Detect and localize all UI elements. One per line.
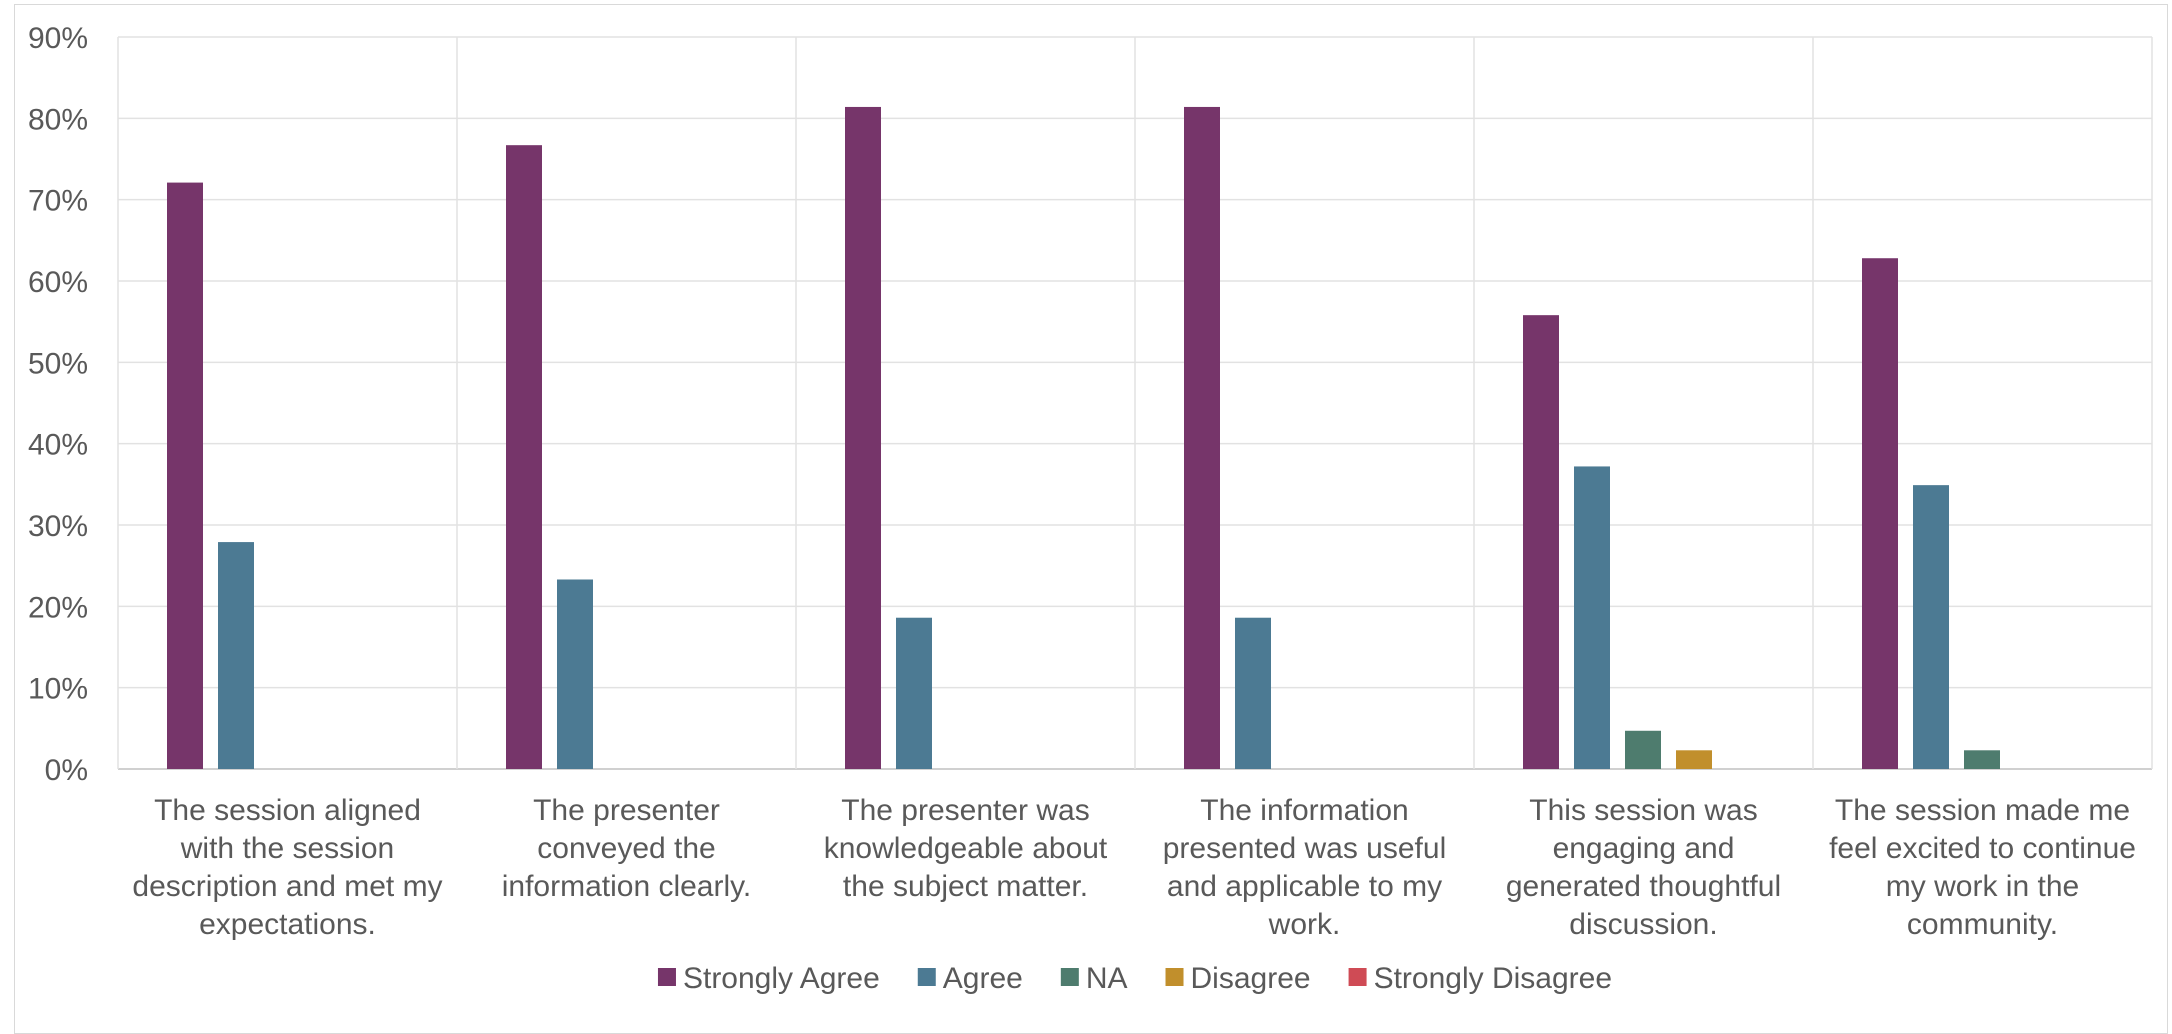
category-label: The session aligned with the session descr… bbox=[132, 794, 442, 941]
legend-swatch bbox=[1165, 968, 1184, 986]
legend-label: NA bbox=[1086, 962, 1128, 995]
bar-agree bbox=[1913, 485, 1949, 769]
y-tick-label: 70% bbox=[28, 185, 88, 218]
legend-label: Disagree bbox=[1191, 962, 1311, 995]
y-tick-label: 20% bbox=[28, 591, 88, 624]
legend: Strongly Agree Agree NA Disagree Strongly Di… bbox=[657, 962, 1612, 995]
legend-swatch bbox=[1060, 968, 1079, 986]
category-label-line: feel excited to continue bbox=[1829, 832, 2136, 865]
chart-frame bbox=[14, 4, 2168, 1034]
category-label-line: information clearly. bbox=[502, 870, 752, 903]
bar-disagree bbox=[1676, 750, 1712, 769]
category-label-line: the subject matter. bbox=[843, 870, 1088, 903]
y-tick-label: 10% bbox=[28, 673, 88, 706]
category-label-line: conveyed the bbox=[537, 832, 715, 865]
category-label-line: work. bbox=[1268, 908, 1341, 941]
category-label-line: discussion. bbox=[1569, 908, 1717, 941]
bar-agree bbox=[1574, 466, 1610, 769]
category-label-line: with the session bbox=[180, 832, 394, 865]
category-label-line: expectations. bbox=[199, 908, 376, 941]
legend-label: Strongly Disagree bbox=[1374, 962, 1612, 995]
y-tick-label: 60% bbox=[28, 266, 88, 299]
category-label-line: my work in the bbox=[1886, 870, 2079, 903]
bar-strongly-agree bbox=[1523, 315, 1559, 769]
legend-label: Strongly Agree bbox=[683, 962, 880, 995]
category-label-line: community. bbox=[1907, 908, 2058, 941]
bar-strongly-agree bbox=[1184, 106, 1220, 770]
category-label-line: The session aligned bbox=[154, 794, 421, 827]
bar-na bbox=[1625, 730, 1661, 769]
category-label: The session made me feel excited to conti… bbox=[1829, 794, 2136, 941]
gridlines bbox=[117, 36, 2153, 770]
category-label-line: knowledgeable about bbox=[824, 832, 1108, 865]
category-label-line: The information bbox=[1200, 794, 1408, 827]
bar-agree bbox=[218, 542, 254, 769]
category-label-line: The session made me bbox=[1835, 794, 2130, 827]
y-tick-label: 50% bbox=[28, 347, 88, 380]
bar-agree bbox=[1235, 617, 1271, 769]
legend-swatch bbox=[657, 968, 676, 986]
category-label: This session was engaging and generated th… bbox=[1506, 794, 1781, 941]
legend-swatch bbox=[1348, 968, 1367, 986]
legend-label: Agree bbox=[943, 962, 1023, 995]
category-label-line: presented was useful bbox=[1163, 832, 1447, 865]
y-tick-label: 40% bbox=[28, 429, 88, 462]
bar-strongly-agree bbox=[845, 106, 881, 770]
bar-agree bbox=[896, 617, 932, 769]
y-axis: 0% 10% 20% 30% 40% 50% 60% 70% 80% 90% bbox=[28, 22, 88, 787]
y-tick-label: 90% bbox=[28, 22, 88, 55]
category-label-line: engaging and bbox=[1553, 832, 1735, 865]
bars bbox=[167, 106, 2000, 770]
category-label: The presenter was knowledgeable about the … bbox=[824, 794, 1108, 903]
category-label-line: The presenter bbox=[533, 794, 720, 827]
y-tick-label: 80% bbox=[28, 103, 88, 136]
bar-strongly-agree bbox=[167, 182, 203, 769]
y-tick-label: 30% bbox=[28, 510, 88, 543]
category-label-line: This session was bbox=[1529, 794, 1757, 827]
bar-agree bbox=[557, 579, 593, 769]
bar-na bbox=[1964, 750, 2000, 769]
category-label-line: The presenter was bbox=[841, 794, 1089, 827]
bar-strongly-agree bbox=[1862, 258, 1898, 769]
legend-swatch bbox=[917, 968, 936, 986]
category-label: The information presented was useful and a… bbox=[1163, 794, 1447, 941]
category-label-line: generated thoughtful bbox=[1506, 870, 1781, 903]
category-label-line: description and met my bbox=[132, 870, 442, 903]
x-axis: The session aligned with the session descr… bbox=[132, 794, 2136, 941]
category-label-line: and applicable to my bbox=[1167, 870, 1442, 903]
category-label: The presenter conveyed the information cle… bbox=[502, 794, 752, 903]
y-tick-label: 0% bbox=[45, 754, 88, 787]
bar-strongly-agree bbox=[506, 145, 542, 769]
